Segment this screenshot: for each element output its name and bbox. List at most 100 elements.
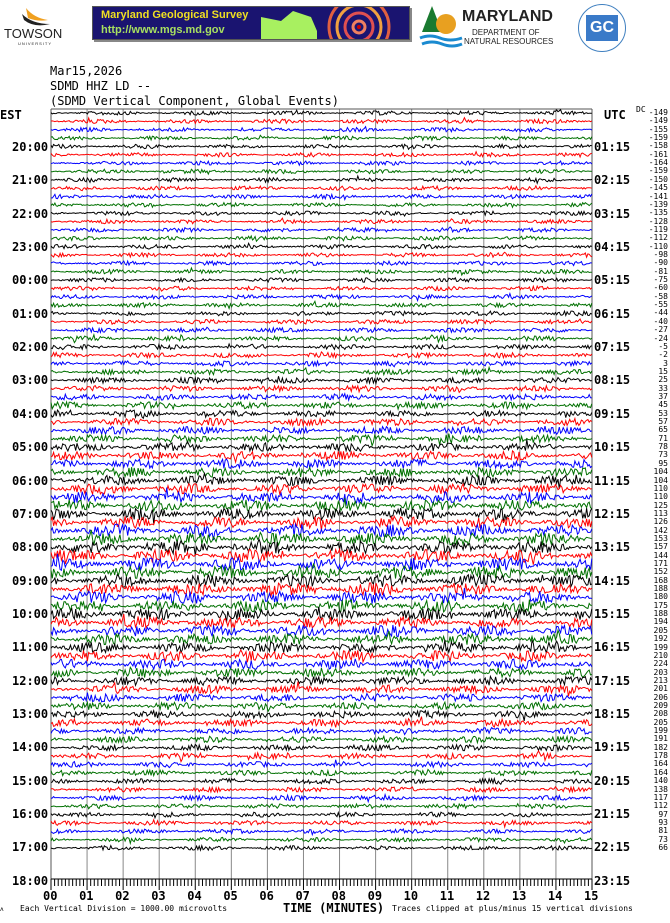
dc-offset-label: 140 [653,776,668,786]
est-time-label: 06:00 [12,473,49,488]
seismic-trace [50,613,593,630]
seismic-trace [50,210,593,217]
dnr-logo: MARYLAND DEPARTMENT OF NATURAL RESOURCES [418,4,572,50]
est-time-label: 11:00 [12,640,49,655]
x-tick-label: 11 [439,889,455,903]
dc-offset-label: 110 [653,483,668,493]
seismic-trace [50,333,593,344]
seismic-trace [50,292,593,303]
seismic-trace [50,242,592,250]
utc-time-label: 06:15 [594,306,631,321]
x-tick-label: 02 [115,889,130,903]
est-time-label: 23:00 [12,240,49,255]
seismic-trace [50,251,593,259]
seismic-trace [50,150,592,159]
dc-offset-label: 180 [653,592,668,602]
dc-offset-label: -24 [653,333,668,343]
dc-offset-label: -139 [648,199,668,209]
dc-offset-label: -58 [653,291,668,301]
x-tick-label: 01 [79,889,94,903]
dc-offset-label: -150 [648,174,668,184]
dc-offset-label: 209 [653,701,668,710]
x-tick-label: 04 [187,889,202,903]
seismic-trace [50,628,593,646]
seismic-trace [50,471,592,489]
seismic-trace [50,439,593,453]
dc-offset-label: 182 [653,742,668,752]
dc-offset-label: -44 [653,308,668,318]
seismic-trace [50,342,593,351]
dc-offset-label: 153 [653,533,668,543]
seismic-trace [50,184,592,192]
dc-offset-label: -55 [653,300,668,310]
mgs-banner[interactable]: Maryland Geological Survey http://www.mg… [92,6,410,40]
seismic-trace [50,392,592,403]
dc-offset-label: -161 [648,149,668,159]
dc-offset-label: -135 [648,208,668,218]
x-tick-label: 12 [475,889,491,903]
utc-time-label: 20:15 [594,773,631,788]
est-time-label: 12:00 [12,673,49,688]
seismic-trace [50,588,592,605]
dnr-line2: DEPARTMENT OF [472,28,540,37]
dc-offset-label: 73 [658,450,668,460]
dc-offset-label: 126 [653,517,668,527]
utc-time-label: 15:15 [594,606,631,621]
x-tick-label: 15 [584,889,599,903]
est-time-label: 15:00 [12,773,49,788]
mgs-graphic-icon [261,7,391,39]
est-time-label: 20:00 [12,140,49,154]
seismic-trace [50,785,593,794]
dc-offset-label: -164 [648,158,668,168]
dc-offset-label: 93 [658,817,668,827]
utc-time-label: 12:15 [594,506,631,521]
dc-offset-label: -149 [648,116,668,126]
dc-offset-label: 203 [653,667,668,677]
dc-offset-label: -98 [653,249,668,259]
utc-time-label: 07:15 [594,340,631,355]
seismic-trace [50,759,593,769]
seismic-trace [50,836,593,846]
dc-offset-label: 65 [658,425,668,435]
vertical-division-note: Each Vertical Division = 1000.00 microvo… [20,904,228,913]
utc-time-label: 17:15 [594,673,631,688]
est-time-label: 05:00 [12,440,49,455]
dc-offset-label: 201 [653,684,668,694]
dc-offset-label: 117 [653,792,668,802]
dc-offset-label: 144 [653,550,668,560]
est-time-label: 17:00 [12,840,49,855]
dc-offset-label: 113 [653,508,668,518]
seismic-trace [50,116,593,125]
seismic-trace [50,827,593,837]
seismic-trace [50,700,593,713]
utc-time-label: 04:15 [594,240,631,255]
est-time-label: 02:00 [12,340,49,355]
seismic-trace [50,276,592,284]
seismic-trace [50,425,592,436]
seismic-trace [50,529,592,547]
utc-time-label: 19:15 [594,740,631,755]
seismic-trace [51,498,593,513]
seismic-trace [50,666,592,679]
mgs-url[interactable]: http://www.mgs.md.gov [101,24,225,36]
seismic-trace [50,359,593,368]
seismic-trace [50,818,593,829]
clipping-note: Traces clipped at plus/minus 15 vertical… [392,904,633,913]
towson-sub: UNIVERSITY [18,41,53,46]
dc-offset-label: 157 [653,542,668,552]
seismic-trace [50,582,593,598]
seismic-trace [50,309,593,317]
est-time-label: 10:00 [12,606,49,621]
utc-time-label: 14:15 [594,573,631,588]
utc-axis-label: UTC [604,108,626,122]
dc-offset-label: 95 [658,458,668,468]
dc-offset-label: 112 [653,801,668,811]
seismic-trace [50,416,593,428]
dc-offset-label: -75 [653,275,668,285]
dc-offset-label: 205 [653,717,668,727]
seismic-trace [50,365,593,377]
seismic-trace [50,266,592,277]
component-label: (SDMD Vertical Component, Global Events) [50,94,339,108]
corner-mark: ʌ [0,906,4,913]
